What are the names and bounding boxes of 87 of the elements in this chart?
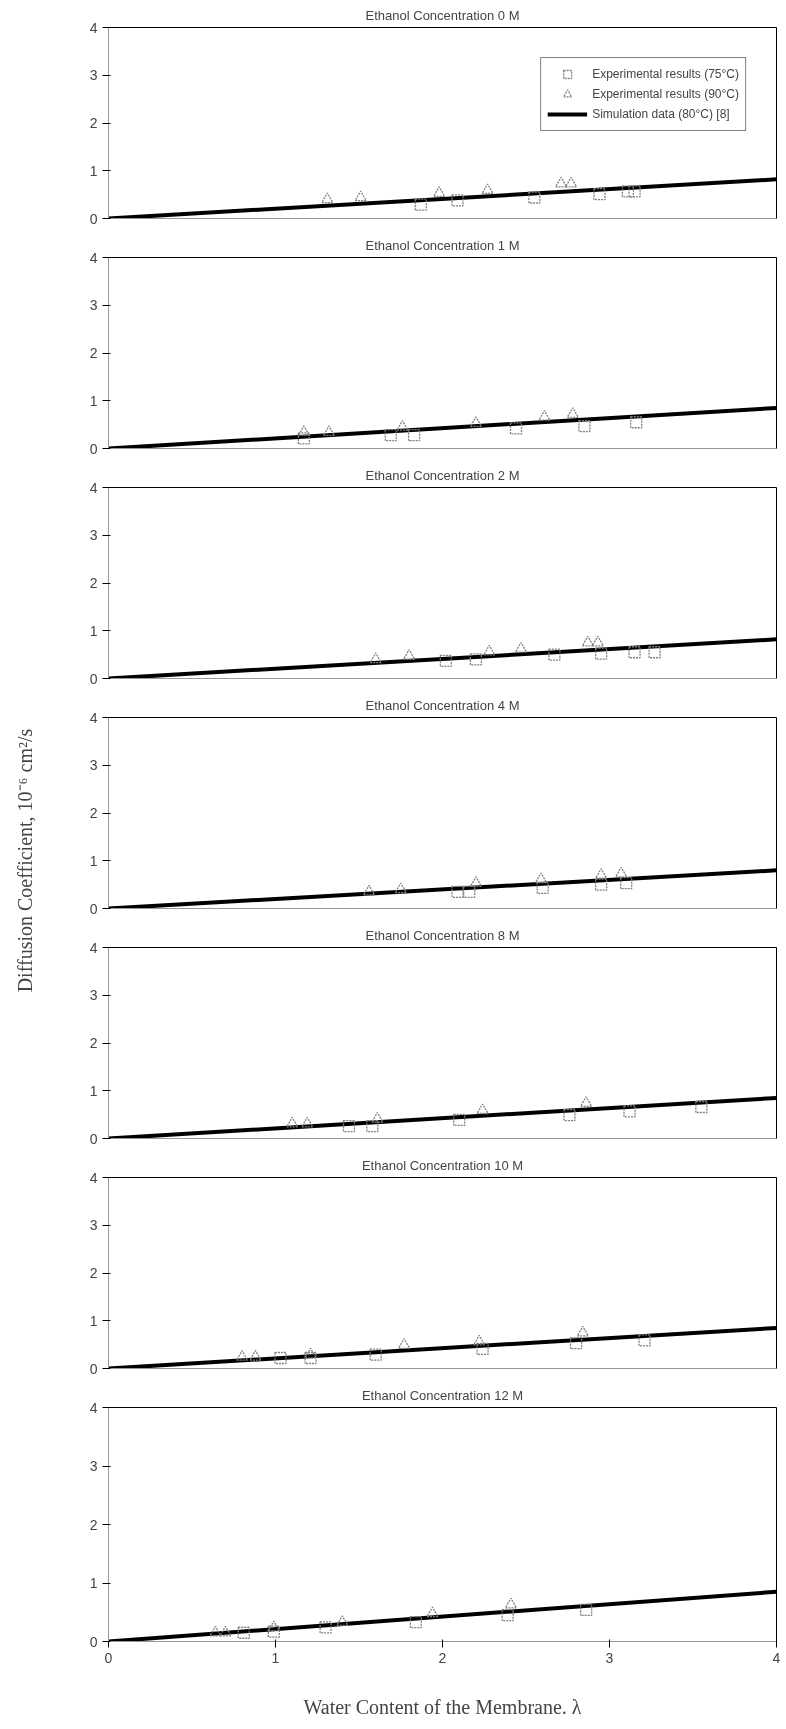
- y-tick-label: 3: [89, 527, 98, 544]
- y-tick-label: 2: [89, 575, 98, 591]
- y-tick-label: 4: [89, 19, 98, 36]
- y-tick-label: 2: [89, 1035, 98, 1051]
- y-tick-label: 4: [89, 709, 98, 726]
- point: [638, 1334, 651, 1347]
- chart-title: Ethanol Concentration 1 M: [365, 237, 520, 253]
- point: [267, 1625, 280, 1638]
- y-tick-label: 1: [89, 1575, 98, 1591]
- point: [219, 1625, 232, 1637]
- chart-title: Ethanol Concentration 8 M: [365, 927, 520, 943]
- y-tick-label: 1: [89, 162, 98, 179]
- x-tick-label: 4: [772, 1649, 781, 1666]
- point: [504, 1597, 518, 1609]
- x-axis-title: Water Content of the Membrane. λ: [303, 1695, 582, 1718]
- y-tick-label: 0: [89, 1633, 98, 1650]
- chart-title: Ethanol Concentration 4 M: [365, 697, 520, 713]
- y-tick-label: 3: [89, 1458, 98, 1474]
- chart-title: Ethanol Concentration 2 M: [365, 467, 520, 483]
- y-tick-label: 4: [89, 939, 98, 956]
- legend-label: Simulation data (80°C) [8]: [592, 107, 730, 121]
- legend-label: Experimental results (75°C): [592, 67, 739, 81]
- point: [473, 1334, 486, 1346]
- y-tick-label: 1: [89, 1312, 98, 1329]
- y-tick-label: 2: [89, 1516, 98, 1533]
- point: [579, 1096, 593, 1107]
- point: [366, 1119, 379, 1133]
- y-tick-label: 0: [89, 1360, 98, 1377]
- y-tick-label: 4: [89, 1399, 98, 1416]
- point: [274, 1351, 287, 1365]
- point: [563, 1108, 576, 1122]
- point: [319, 1621, 332, 1634]
- point: [579, 1603, 593, 1617]
- chart-title: Ethanol Concentration 10 M: [361, 1157, 524, 1173]
- chart-title: Ethanol Concentration 12 M: [361, 1387, 524, 1403]
- y-tick-label: 4: [89, 1169, 98, 1186]
- y-tick-label: 0: [89, 440, 98, 457]
- x-tick-label: 2: [438, 1649, 447, 1666]
- y-tick-label: 1: [89, 392, 98, 409]
- y-tick-label: 2: [89, 115, 98, 131]
- point: [476, 1342, 489, 1356]
- point: [409, 1616, 422, 1629]
- point: [301, 1116, 314, 1128]
- y-tick-label: 0: [89, 900, 98, 917]
- x-tick-label: 1: [271, 1649, 280, 1666]
- y-tick-label: 0: [89, 670, 98, 687]
- point: [342, 1119, 356, 1133]
- point: [453, 1113, 466, 1127]
- point: [237, 1626, 250, 1639]
- y-tick-label: 2: [89, 1265, 98, 1281]
- y-tick-label: 2: [89, 805, 98, 821]
- y-tick-label: 3: [89, 987, 98, 1004]
- point: [397, 1338, 411, 1349]
- y-tick-label: 4: [89, 249, 98, 266]
- point: [267, 1620, 280, 1632]
- y-axis-title: Diffusion Coefficient, 10⁻⁶ cm²/s: [13, 728, 36, 993]
- point: [623, 1105, 636, 1118]
- point: [209, 1625, 222, 1637]
- y-tick-label: 4: [89, 479, 98, 496]
- point: [501, 1609, 514, 1622]
- y-tick-label: 3: [89, 297, 98, 314]
- y-tick-label: 0: [89, 1130, 98, 1147]
- y-tick-label: 3: [89, 67, 98, 84]
- point: [235, 1350, 249, 1361]
- point: [576, 1325, 589, 1337]
- point: [304, 1351, 317, 1365]
- y-tick-label: 0: [89, 210, 98, 227]
- point: [695, 1100, 708, 1114]
- point: [569, 1337, 583, 1350]
- point: [371, 1111, 384, 1123]
- point: [286, 1116, 299, 1128]
- y-tick-label: 1: [89, 622, 98, 639]
- point: [369, 1348, 382, 1361]
- legend-label: Experimental results (90°C): [592, 87, 739, 101]
- point: [336, 1615, 349, 1627]
- point: [426, 1606, 439, 1618]
- point: [476, 1103, 489, 1115]
- point: [304, 1347, 317, 1359]
- y-tick-label: 1: [89, 852, 98, 869]
- y-tick-label: 3: [89, 1217, 98, 1234]
- chart-title: Ethanol Concentration 0 M: [365, 7, 520, 23]
- y-tick-label: 2: [89, 345, 98, 361]
- point: [249, 1350, 262, 1361]
- y-tick-label: 1: [89, 1082, 98, 1099]
- x-tick-label: 3: [605, 1649, 614, 1666]
- y-tick-label: 3: [89, 757, 98, 774]
- x-tick-label: 0: [104, 1649, 113, 1666]
